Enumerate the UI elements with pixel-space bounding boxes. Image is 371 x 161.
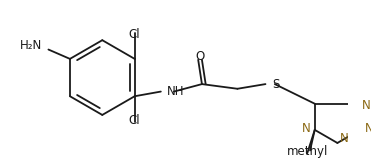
Text: N: N <box>365 123 371 135</box>
Text: methyl: methyl <box>286 145 328 158</box>
Text: Cl: Cl <box>129 114 141 127</box>
Text: O: O <box>196 50 205 63</box>
Text: N: N <box>340 132 349 145</box>
Text: N: N <box>302 123 311 135</box>
Text: NH: NH <box>167 85 184 98</box>
Text: N: N <box>362 99 371 112</box>
Text: H₂N: H₂N <box>20 39 42 52</box>
Text: S: S <box>272 78 279 91</box>
Text: Cl: Cl <box>129 28 141 41</box>
